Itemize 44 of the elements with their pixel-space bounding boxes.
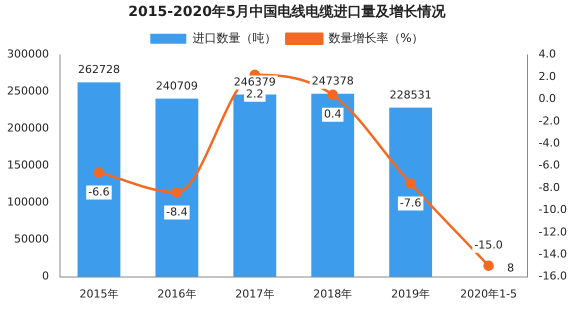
y2-tick-label: -10.0 <box>538 203 568 216</box>
x-tick-label: 2015年 <box>79 287 118 300</box>
x-tick-label: 2020年1-5 <box>460 287 518 300</box>
y-tick-label: 250000 <box>6 84 49 98</box>
y2-tick-label: 2.0 <box>538 70 556 83</box>
data-label: 240709 <box>156 80 198 93</box>
data-label: 8 <box>507 262 514 275</box>
data-label: 247378 <box>312 74 354 88</box>
point <box>172 187 182 198</box>
chart-title: 2015-2020年5月中国电线电缆进口量及增长情况 <box>128 4 447 20</box>
y-tick-label: 0 <box>42 270 49 283</box>
y2-tick-label: -14.0 <box>538 247 568 260</box>
legend-label: 进口数量（吨） <box>192 30 276 45</box>
y2-tick-label: -6.0 <box>538 158 560 172</box>
y-tick-label: 150000 <box>6 158 49 172</box>
data-label: -15.0 <box>474 238 503 252</box>
data-label: 262728 <box>78 63 120 76</box>
y2-tick-label: 0.0 <box>538 92 556 106</box>
y2-tick-label: -2.0 <box>538 114 560 128</box>
y2-tick-label: -12.0 <box>538 225 568 238</box>
y2-tick-label: -8.0 <box>538 180 560 194</box>
data-label: -8.4 <box>166 205 188 218</box>
y2-tick-label: 4.0 <box>538 48 556 61</box>
y-tick-label: 100000 <box>6 196 49 209</box>
legend-label: 数量增长率（%） <box>328 30 424 45</box>
y-tick-label: 200000 <box>6 122 49 135</box>
point <box>405 178 416 189</box>
data-label: -7.6 <box>400 196 422 210</box>
data-label: 2.2 <box>246 88 264 101</box>
data-label: 228531 <box>390 88 432 102</box>
data-label: 246379 <box>234 75 276 88</box>
x-tick-label: 2018年 <box>313 287 352 300</box>
x-tick-label: 2016年 <box>157 287 196 300</box>
data-label: -6.6 <box>88 185 110 198</box>
data-label: 0.4 <box>324 108 342 121</box>
x-tick-label: 2017年 <box>235 287 274 300</box>
y2-tick-label: -16.0 <box>538 270 568 283</box>
y-tick-label: 300000 <box>6 48 49 61</box>
y-tick-label: 50000 <box>14 232 49 246</box>
y2-tick-label: -4.0 <box>538 136 560 150</box>
point <box>483 260 494 271</box>
point <box>327 90 338 100</box>
x-tick-label: 2019年 <box>391 287 430 300</box>
point <box>94 167 104 178</box>
